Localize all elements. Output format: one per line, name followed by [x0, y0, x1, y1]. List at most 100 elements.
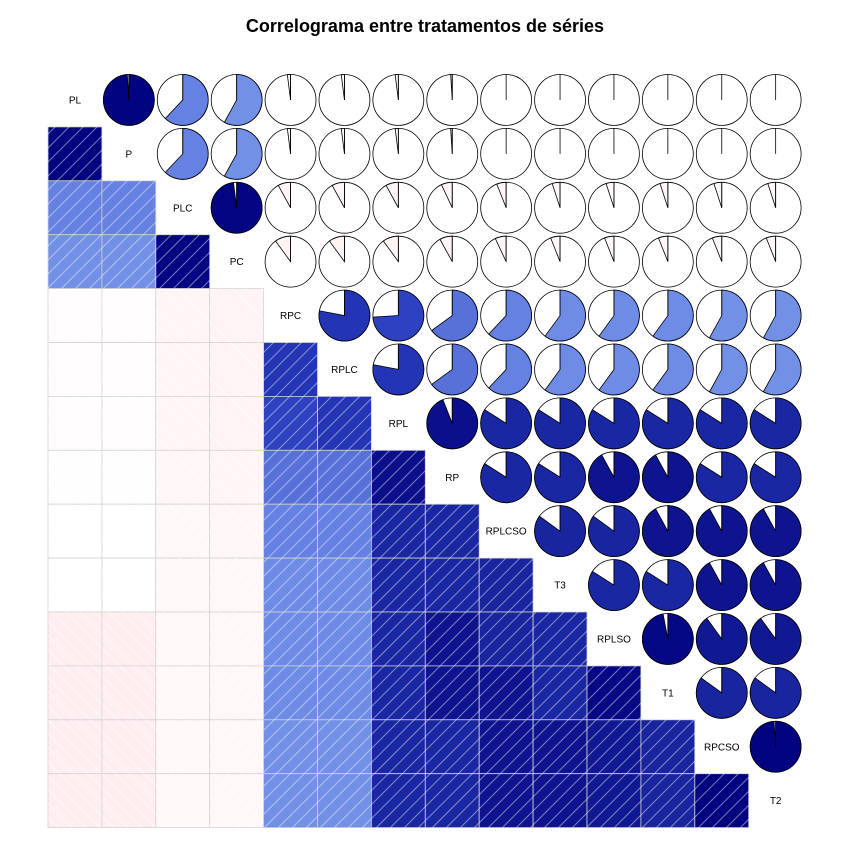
pie-slice [431, 343, 479, 396]
shade-hatch [587, 665, 641, 720]
shade-hatch [479, 612, 534, 666]
pie-slice [762, 343, 802, 396]
pie-slice [534, 505, 586, 557]
shade-hatch [587, 773, 641, 828]
shade-hatch [425, 612, 480, 666]
shade-hatch [155, 288, 210, 343]
shade-hatch [155, 234, 210, 289]
pie-slice [588, 505, 640, 557]
shade-hatch [533, 719, 587, 774]
shade-hatch [479, 719, 534, 774]
shade-hatch [101, 180, 156, 235]
shade-hatch [48, 234, 102, 289]
shade-hatch [317, 719, 372, 774]
variable-label: T1 [662, 688, 674, 699]
shade-hatch [155, 396, 210, 451]
shade-hatch [263, 396, 318, 451]
shade-hatch [48, 342, 102, 397]
shade-hatch [640, 773, 695, 828]
shade-hatch [155, 719, 210, 774]
variable-label: RP [445, 473, 459, 484]
pie-slice [598, 289, 640, 342]
shade-hatch [209, 665, 264, 720]
shade-hatch [371, 504, 426, 559]
shade-hatch [263, 450, 318, 505]
shade-hatch [101, 288, 156, 343]
shade-hatch [48, 450, 102, 505]
pie-slice [318, 289, 371, 342]
shade-hatch [533, 665, 587, 720]
shade-hatch [425, 504, 480, 559]
shade-hatch [155, 450, 210, 505]
shade-hatch [317, 450, 372, 505]
pie-slice [708, 289, 748, 342]
shade-hatch [209, 504, 264, 559]
shade-hatch [371, 450, 426, 505]
variable-label: RPCSO [704, 742, 740, 753]
shade-hatch [48, 504, 102, 559]
shade-hatch [587, 719, 641, 774]
pie-slice [708, 343, 748, 396]
shade-hatch [371, 719, 426, 774]
shade-hatch [48, 665, 102, 720]
shade-hatch [317, 558, 372, 612]
shade-hatch [317, 504, 372, 559]
shade-hatch [155, 558, 210, 612]
variable-label: T3 [554, 581, 566, 592]
variable-label: RPL [389, 419, 409, 430]
shade-hatch [209, 773, 264, 828]
pie-slice [544, 289, 586, 342]
shade-hatch [479, 665, 534, 720]
shade-hatch [155, 342, 210, 397]
shade-hatch [317, 773, 372, 828]
variable-label: RPLC [331, 365, 358, 376]
shade-hatch [371, 773, 426, 828]
shade-hatch [317, 396, 372, 451]
variable-label: T2 [770, 796, 782, 807]
shade-hatch [48, 126, 102, 181]
variable-label: RPC [280, 311, 301, 322]
shade-hatch [263, 612, 318, 666]
shade-hatch [317, 612, 372, 666]
pie-slice [695, 613, 748, 665]
shade-hatch [425, 719, 480, 774]
pie-slice [431, 289, 479, 342]
pie-slice [223, 74, 263, 126]
shade-hatch [263, 342, 318, 397]
pie-slice [164, 127, 209, 180]
variable-label: P [126, 149, 133, 160]
pie-slice [652, 289, 694, 342]
shade-hatch [155, 612, 210, 666]
pie-slice [223, 127, 263, 180]
shade-hatch [101, 342, 156, 397]
shade-hatch [209, 612, 264, 666]
variable-label: PC [230, 257, 244, 268]
shade-hatch [101, 773, 156, 828]
shade-hatch [155, 665, 210, 720]
shade-hatch [101, 504, 156, 559]
pie-slice [488, 289, 532, 342]
pie-slice [164, 74, 209, 126]
shade-hatch [209, 396, 264, 451]
shade-hatch [425, 665, 480, 720]
pie-slice [749, 613, 802, 665]
shade-hatch [209, 558, 264, 612]
shade-hatch [101, 665, 156, 720]
shade-hatch [48, 396, 102, 451]
shade-hatch [425, 558, 480, 612]
shade-hatch [694, 773, 749, 828]
shade-hatch [533, 612, 587, 666]
shade-hatch [209, 288, 264, 343]
variable-label: PLC [173, 203, 192, 214]
shade-hatch [263, 504, 318, 559]
shade-hatch [101, 234, 156, 289]
shade-hatch [263, 558, 318, 612]
shade-hatch [263, 773, 318, 828]
shade-hatch [209, 450, 264, 505]
shade-hatch [155, 504, 210, 559]
pie-slice [695, 666, 748, 719]
shade-hatch [371, 612, 426, 666]
shade-hatch [48, 558, 102, 612]
variable-label: RPLSO [597, 634, 631, 645]
